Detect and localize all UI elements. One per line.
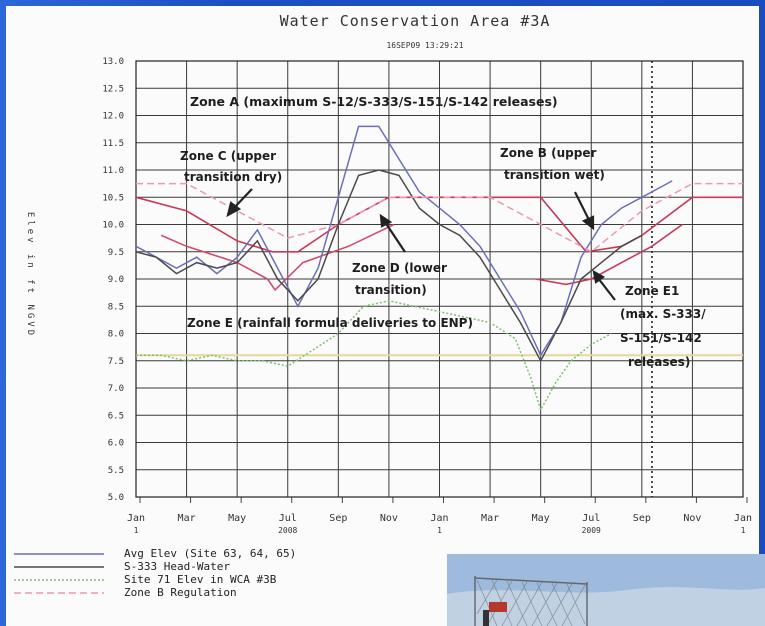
x-tick-label: Jan — [430, 513, 448, 524]
x-tick-label: May — [532, 513, 550, 524]
annotation-zone-b: Zone B (upper transition wet) — [500, 146, 605, 182]
annotation-zone-a: Zone A (maximum S-12/S-333/S-151/S-142 r… — [190, 94, 558, 109]
chart-subtitle: 16SEP09 13:29:21 — [386, 41, 463, 50]
legend: Avg Elev (Site 63, 64, 65)S-333 Head-Wat… — [14, 547, 296, 599]
legend-label: S-333 Head-Water — [124, 560, 230, 573]
series-line — [136, 300, 612, 412]
y-tick-label: 13.0 — [102, 57, 124, 67]
plot-border — [135, 60, 744, 498]
y-tick-label: 6.5 — [108, 411, 124, 421]
y-tick-label: 6.0 — [108, 439, 124, 449]
x-tick-label: Sep — [329, 513, 347, 524]
chart-panel — [6, 6, 759, 626]
y-tick-label: 9.5 — [108, 248, 124, 258]
y-axis-label: Elev in ft NGVD — [25, 212, 35, 338]
y-tick-label: 10.0 — [102, 221, 124, 231]
arrow-zone-d-head — [379, 213, 393, 228]
grid — [135, 60, 748, 503]
x-tick-label: Jul — [582, 513, 600, 524]
y-tick-label: 12.0 — [102, 112, 124, 122]
y-tick-label: 9.0 — [108, 275, 124, 285]
y-tick-label: 7.0 — [108, 384, 124, 394]
legend-label: Zone B Regulation — [124, 586, 237, 599]
y-tick-label: 7.5 — [108, 357, 124, 367]
arrow-zone-b-head — [581, 215, 595, 231]
x-sub-label: 1 — [134, 526, 139, 535]
y-tick-label: 5.5 — [108, 466, 124, 476]
annotation-zone-e: Zone E (rainfall formula deliveries to E… — [187, 316, 473, 330]
x-tick-label: Sep — [633, 513, 651, 524]
legend-label: Site 71 Elev in WCA #3B — [124, 573, 277, 586]
x-tick-label: Jan — [127, 513, 145, 524]
arrow-zone-b — [574, 191, 591, 223]
x-tick-label: Jan — [734, 513, 752, 524]
y-tick-label: 11.0 — [102, 166, 124, 176]
x-tick-label: Mar — [481, 513, 499, 524]
x-tick-label: May — [228, 513, 246, 524]
y-tick-label: 12.5 — [102, 84, 124, 94]
site-photo — [447, 554, 765, 626]
y-tick-label: 10.5 — [102, 193, 124, 203]
x-tick-label: Jul — [279, 513, 297, 524]
y-tick-label: 8.5 — [108, 302, 124, 312]
arrow-zone-e1 — [597, 277, 616, 301]
y-tick-label: 8.0 — [108, 330, 124, 340]
x-sub-label: 1 — [741, 526, 746, 535]
arrow-zone-d — [384, 221, 406, 253]
series-line — [135, 169, 643, 363]
zone-line — [160, 223, 395, 292]
x-tick-labels: Jan Mar May Jul Sep Nov Jan Mar May Jul Sep Nov Jan 1… — [127, 513, 752, 535]
y-tick-labels: 13.0 12.5 12.0 11.5 11.0 10.5 10.0 9.5 9.0 8.5 8.0… — [102, 57, 124, 503]
y-tick-label: 11.5 — [102, 139, 124, 149]
annotation-zone-e1: Zone E1 (max. S-333/ S-151/S-142 release… — [620, 284, 710, 369]
series-line — [136, 182, 743, 253]
x-sub-label: 2008 — [278, 526, 297, 535]
x-tick-label: Nov — [380, 513, 398, 524]
annotation-zone-d: Zone D (lower transition) — [352, 261, 451, 297]
x-tick-label: Nov — [683, 513, 701, 524]
x-sub-label: 2009 — [582, 526, 601, 535]
series-lines — [135, 61, 743, 497]
legend-label: Avg Elev (Site 63, 64, 65) — [124, 547, 296, 560]
zone-line — [535, 223, 683, 286]
chart-title: Water Conservation Area #3A — [280, 12, 551, 30]
arrow-zone-e1-head — [592, 269, 606, 284]
fence-photo-image — [447, 554, 765, 626]
x-tick-label: Mar — [178, 513, 196, 524]
annotations: Zone A (maximum S-12/S-333/S-151/S-142 r… — [180, 94, 710, 369]
x-sub-label: 1 — [437, 526, 442, 535]
arrow-zone-c-head — [226, 201, 242, 218]
annotation-zone-c: Zone C (upper transition dry) — [180, 149, 282, 184]
annotation-arrows — [226, 188, 616, 301]
y-tick-label: 5.0 — [108, 493, 124, 503]
